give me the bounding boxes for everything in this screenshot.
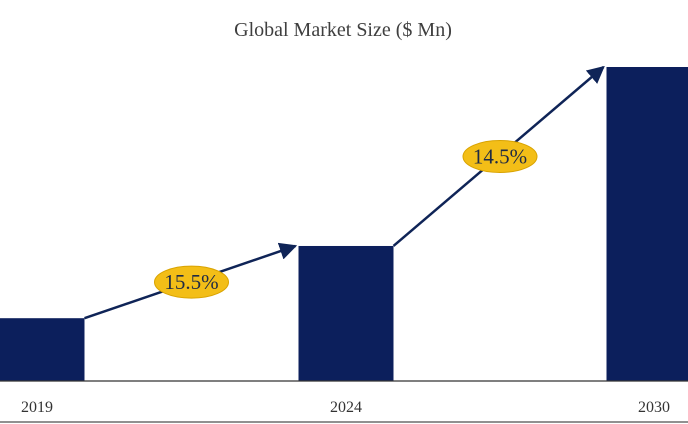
bars-group <box>0 67 688 381</box>
x-tick-label-2024: 2024 <box>330 399 362 416</box>
cagr-badges-group: 15.5% 14.5% <box>154 139 538 299</box>
x-tick-labels: 2019 2024 2030 <box>21 399 670 416</box>
cagr-label: 15.5% <box>164 270 218 294</box>
bar-2030 <box>606 67 688 381</box>
cagr-badge-2024-2030: 14.5% <box>462 139 538 173</box>
chart-title: Global Market Size ($ Mn) <box>234 19 452 41</box>
cagr-label: 14.5% <box>473 144 527 168</box>
x-tick-label-2019: 2019 <box>21 399 53 416</box>
bar-2024 <box>298 245 394 381</box>
bar-2019 <box>0 318 85 381</box>
cagr-badge-2019-2024: 15.5% <box>154 265 229 299</box>
cagr-badge-shape <box>154 265 229 299</box>
cagr-badge-shape <box>462 139 538 173</box>
x-tick-label-2030: 2030 <box>638 399 670 416</box>
